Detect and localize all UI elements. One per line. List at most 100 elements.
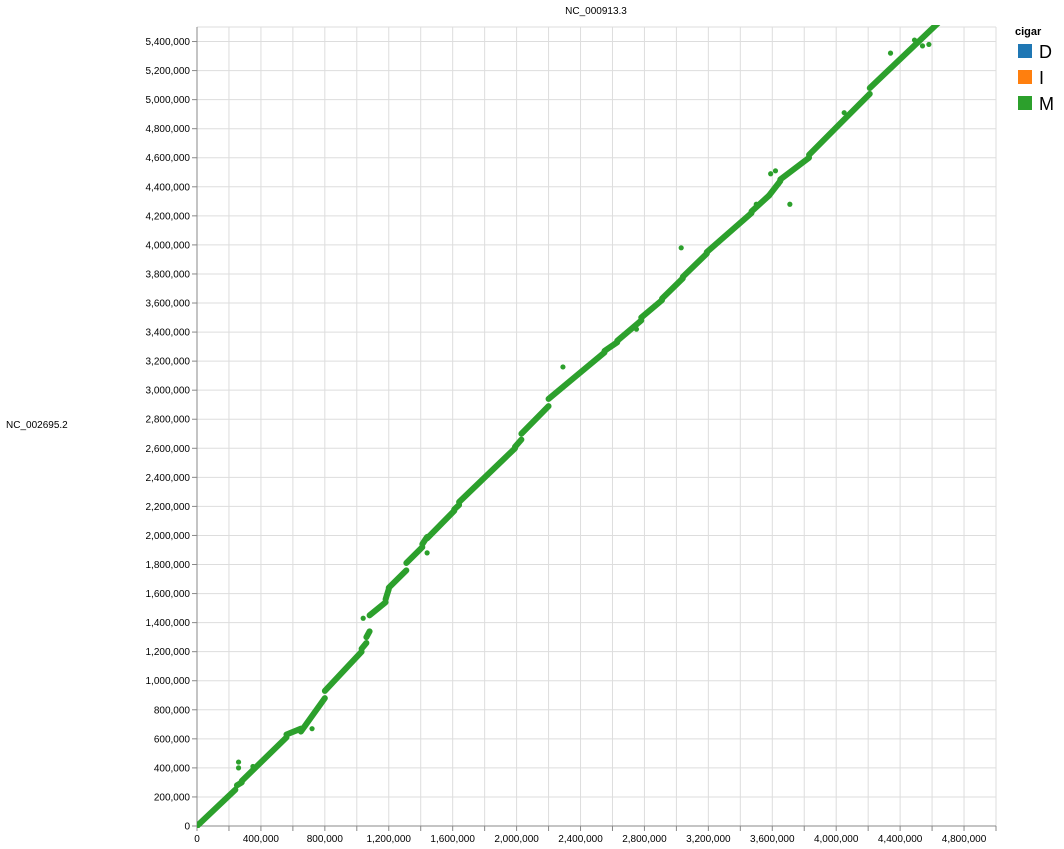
data-point <box>309 726 315 732</box>
legend-label-i: I <box>1039 68 1044 88</box>
legend-swatch-m <box>1018 96 1032 110</box>
y-tick-label: 4,000,000 <box>146 240 191 251</box>
data-point <box>235 759 242 765</box>
y-tick-label: 800,000 <box>154 705 191 716</box>
data-point <box>772 168 779 174</box>
x-tick-label: 1,600,000 <box>430 834 475 845</box>
alignment-segment <box>382 586 392 603</box>
y-tick-label: 600,000 <box>154 734 191 745</box>
x-tick-label: 2,800,000 <box>622 834 667 845</box>
axes: 0 400,000 800,000 1,200,000 1,600,000 2,000,0… <box>146 27 997 845</box>
y-tick-label: 2,800,000 <box>146 415 191 426</box>
series-m <box>197 25 941 828</box>
x-tick-label: 3,200,000 <box>686 834 731 845</box>
alignment-segment <box>197 786 239 828</box>
data-point <box>235 765 242 771</box>
y-axis-title: NC_002695.2 <box>6 420 68 431</box>
y-tick-label: 200,000 <box>154 792 191 803</box>
data-point <box>918 37 924 43</box>
data-point <box>560 364 566 370</box>
data-point <box>678 245 684 251</box>
y-tick-label: 4,800,000 <box>146 124 191 135</box>
alignment-segment <box>601 339 621 354</box>
data-point <box>360 615 366 621</box>
data-point <box>841 110 847 116</box>
data-point <box>250 763 256 770</box>
y-tick-label: 2,600,000 <box>146 444 191 455</box>
y-tick-label: 4,400,000 <box>146 182 191 193</box>
x-tick-label: 2,000,000 <box>494 834 539 845</box>
alignment-segment <box>512 436 525 450</box>
data-point <box>768 171 774 177</box>
alignment-segment <box>777 154 813 183</box>
x-tick-label: 1,200,000 <box>367 834 412 845</box>
alignment-segment <box>297 695 328 735</box>
x-tick-label: 0 <box>194 834 200 845</box>
y-tick-label: 3,800,000 <box>146 269 191 280</box>
y-tick-label: 5,200,000 <box>146 66 191 77</box>
data-point <box>887 50 894 56</box>
alignment-segment <box>283 725 304 738</box>
alignment-segment <box>385 567 410 591</box>
alignment-segment <box>614 317 645 344</box>
data-point <box>424 550 430 556</box>
y-tick-label: 1,200,000 <box>146 647 191 658</box>
data-point <box>787 201 793 207</box>
x-axis-title: NC_000913.3 <box>565 6 627 17</box>
alignment-segment <box>703 209 755 256</box>
data-point <box>919 43 926 49</box>
y-tick-label: 5,400,000 <box>146 37 191 48</box>
y-tick-label: 4,200,000 <box>146 211 191 222</box>
y-tick-label: 3,400,000 <box>146 328 191 339</box>
y-tick-label: 2,200,000 <box>146 502 191 513</box>
alignment-segment <box>679 250 710 280</box>
legend: cigar DIM <box>1015 26 1054 114</box>
data-points <box>197 25 941 828</box>
y-tick-label: 0 <box>184 822 190 833</box>
alignment-segment <box>451 501 463 513</box>
y-tick-label: 1,800,000 <box>146 560 191 571</box>
x-tick-label: 400,000 <box>243 834 280 845</box>
legend-swatch-i <box>1018 70 1032 84</box>
alignment-segment <box>748 192 773 215</box>
alignment-segment <box>866 25 941 92</box>
alignment-segment <box>638 297 666 321</box>
alignment-segment <box>659 275 686 302</box>
alignment-segment <box>424 507 458 542</box>
gridlines <box>196 26 997 827</box>
legend-label-d: D <box>1039 42 1052 62</box>
alignment-segment <box>366 599 389 619</box>
x-tick-label: 4,800,000 <box>942 834 987 845</box>
y-tick-label: 1,400,000 <box>146 618 191 629</box>
y-tick-label: 3,000,000 <box>146 386 191 397</box>
y-tick-label: 3,200,000 <box>146 357 191 368</box>
alignment-segment <box>456 445 519 506</box>
x-tick-label: 800,000 <box>307 834 344 845</box>
alignment-segment <box>358 639 370 652</box>
y-tick-label: 2,000,000 <box>146 531 191 542</box>
y-tick-label: 3,600,000 <box>146 299 191 310</box>
alignment-segment <box>545 349 608 402</box>
alignment-segment <box>363 628 373 641</box>
y-tick-label: 5,000,000 <box>146 95 191 106</box>
x-tick-label: 4,400,000 <box>878 834 923 845</box>
alignment-segment <box>321 648 365 694</box>
alignment-segment <box>403 544 426 567</box>
data-point <box>926 41 932 48</box>
y-tick-label: 1,600,000 <box>146 589 191 600</box>
data-point <box>776 181 782 187</box>
x-tick-label: 3,600,000 <box>750 834 795 845</box>
alignment-segment <box>518 403 552 437</box>
legend-title: cigar <box>1015 26 1042 38</box>
y-tick-label: 2,400,000 <box>146 473 191 484</box>
legend-label-m: M <box>1039 94 1054 114</box>
y-tick-label: 1,000,000 <box>146 676 191 687</box>
alignment-segment <box>806 90 873 158</box>
y-tick-label: 400,000 <box>154 763 191 774</box>
x-tick-label: 4,000,000 <box>814 834 859 845</box>
data-point <box>753 201 759 207</box>
x-tick-label: 2,400,000 <box>558 834 603 845</box>
legend-swatch-d <box>1018 44 1032 58</box>
y-tick-label: 4,600,000 <box>146 153 191 164</box>
